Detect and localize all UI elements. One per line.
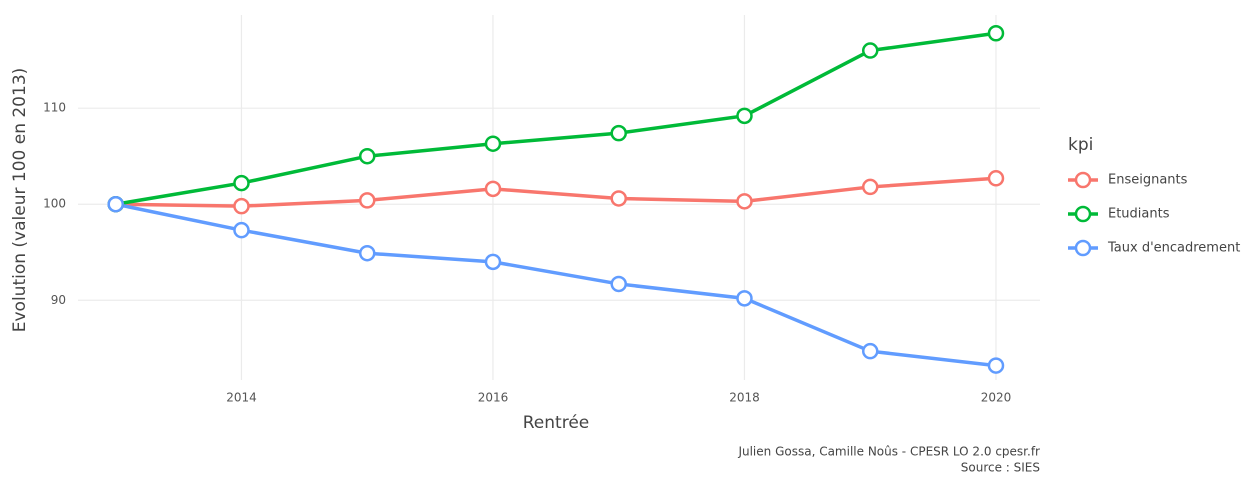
- point: [233, 197, 250, 215]
- point: [861, 342, 879, 360]
- point: [861, 178, 879, 196]
- point: [358, 192, 376, 209]
- legend-label: Taux d'encadrement: [1107, 241, 1240, 256]
- legend-label: Enseignants: [1108, 173, 1188, 188]
- legend-swatch: [1074, 205, 1092, 223]
- legend-swatch: [1074, 171, 1092, 189]
- y-tick-label: 90: [51, 293, 66, 307]
- point: [736, 290, 753, 307]
- y-axis-title: Evolution (valeur 100 en 2013): [10, 68, 30, 333]
- point: [484, 135, 502, 152]
- point: [861, 42, 879, 59]
- point: [736, 107, 753, 125]
- x-tick-label: 2018: [729, 391, 760, 405]
- legend-title: kpi: [1068, 135, 1093, 155]
- point: [358, 147, 376, 165]
- point: [233, 221, 250, 239]
- x-tick-label: 2014: [226, 391, 257, 405]
- x-tick-label: 2020: [981, 391, 1012, 405]
- point: [107, 195, 124, 213]
- y-tick-label: 100: [43, 197, 66, 211]
- point: [610, 124, 627, 142]
- series-line: [115, 202, 997, 368]
- point: [484, 253, 502, 271]
- point: [987, 357, 1005, 374]
- point: [484, 180, 502, 198]
- point: [987, 170, 1005, 187]
- point: [987, 25, 1005, 42]
- point: [736, 193, 753, 210]
- point: [358, 244, 376, 262]
- x-tick-label: 2016: [478, 391, 509, 405]
- point: [610, 190, 627, 207]
- legend-label: Etudiants: [1108, 207, 1170, 222]
- x-axis-title: Rentrée: [523, 413, 589, 433]
- series-line: [115, 31, 997, 206]
- y-tick-label: 110: [43, 101, 66, 115]
- point: [233, 174, 250, 192]
- series-line: [115, 176, 997, 208]
- legend-swatch: [1074, 239, 1092, 257]
- point: [610, 275, 627, 293]
- caption: Julien Gossa, Camille Noûs - CPESR LO 2.…: [737, 445, 1040, 459]
- caption: Source : SIES: [961, 461, 1040, 475]
